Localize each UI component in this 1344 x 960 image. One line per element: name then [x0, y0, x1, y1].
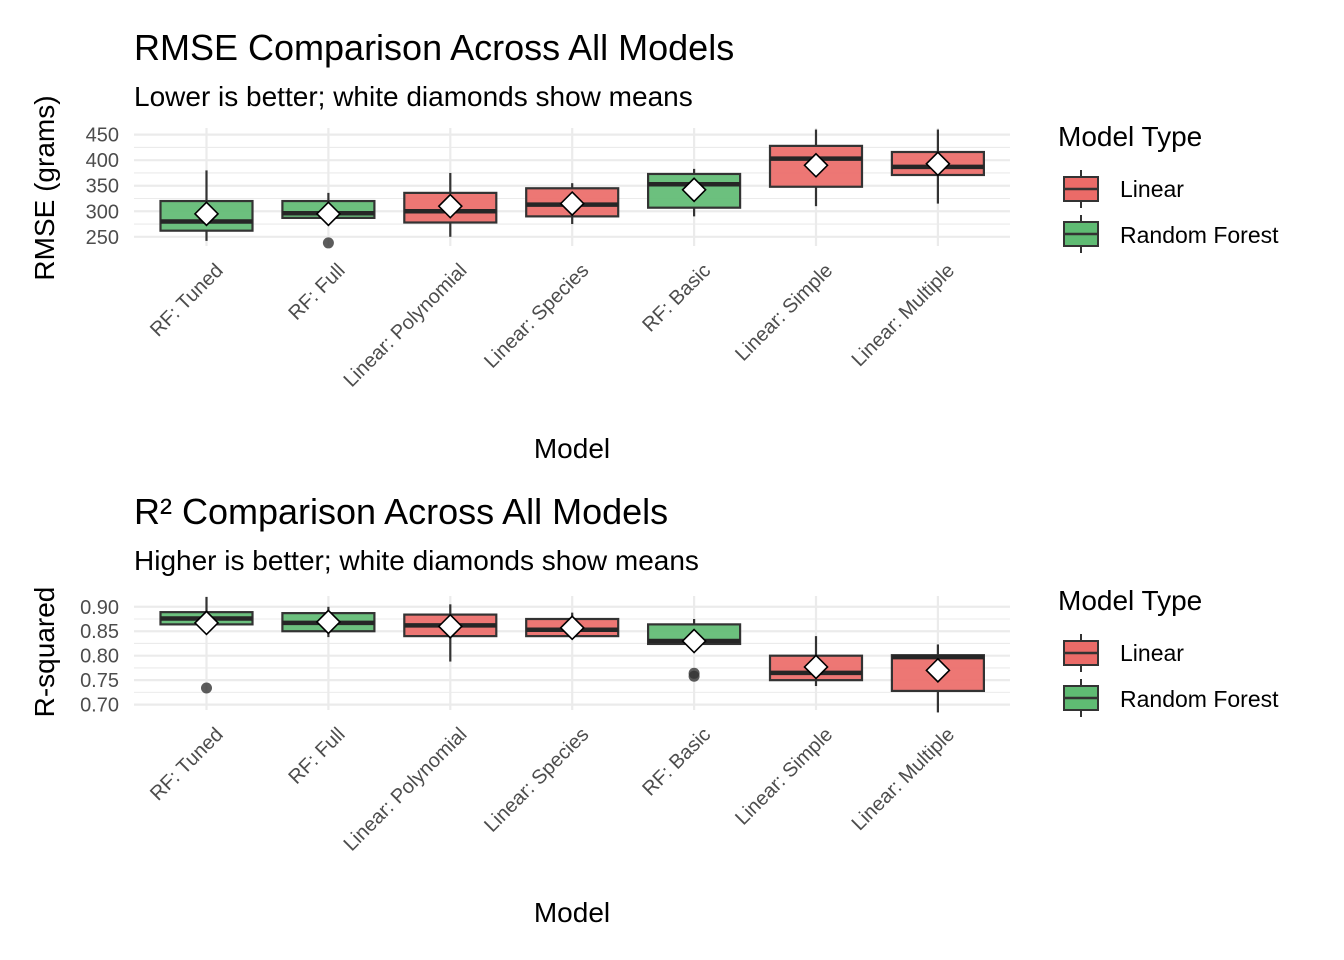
rsquared-x-tick-label-rf-full: RF: Full [284, 724, 349, 789]
rsquared-x-tick-label-rf-basic: RF: Basic [638, 724, 715, 801]
rmse-box-linear-species [525, 183, 620, 225]
rmse-x-tick-label-linear-species: Linear: Species [480, 260, 593, 373]
rmse-box-linear-simple [768, 129, 864, 207]
rmse-y-tick-label: 400 [86, 150, 119, 172]
rsquared-box-linear-simple [768, 636, 864, 687]
rmse-legend-key-linear [1063, 170, 1099, 208]
rmse-chart-title: RMSE Comparison Across All Models [134, 27, 734, 68]
rsquared-y-tick-label: 0.70 [80, 695, 119, 717]
rsquared-x-tick-label-linear-multiple: Linear: Multiple [848, 724, 959, 835]
rmse-x-tick-label-linear-simple: Linear: Simple [731, 260, 837, 366]
rsquared-chart-title: R² Comparison Across All Models [134, 491, 668, 532]
rsquared-box-rf-basic [646, 618, 742, 682]
rmse-y-tick-label: 300 [86, 201, 119, 223]
rmse-box-linear-multiple [890, 129, 986, 204]
rmse-y-axis-title: RMSE (grams) [29, 95, 60, 280]
rsquared-x-axis-title: Model [534, 897, 610, 928]
rsquared-box-rf-full [281, 606, 376, 638]
rmse-legend: Model Type Linear Random Forest [1058, 121, 1279, 253]
outlier-point [688, 667, 700, 679]
rsquared-legend-label-linear: Linear [1120, 640, 1184, 666]
rsquared-x-tick-label-linear-species: Linear: Species [480, 724, 593, 837]
rmse-y-tick-label: 350 [86, 176, 119, 198]
rmse-box-linear-polynomial [403, 172, 498, 237]
mean-diamond [559, 615, 585, 641]
rmse-y-tick-labels: 250 300 350 400 450 [86, 125, 119, 249]
mean-diamond [681, 628, 707, 654]
mean-diamond [925, 657, 951, 684]
rmse-y-tick-label: 450 [86, 125, 119, 147]
rmse-x-tick-label-linear-polynomial: Linear: Polynomial [340, 260, 472, 392]
rsquared-gridlines [134, 596, 1010, 710]
rmse-x-axis-title: Model [534, 433, 610, 464]
mean-diamond [193, 201, 220, 227]
rmse-box-rf-full [281, 192, 376, 249]
rmse-chart: RMSE Comparison Across All Models Lower … [29, 27, 1279, 464]
mean-diamond [193, 610, 220, 636]
mean-diamond [315, 609, 342, 635]
rmse-x-tick-label-rf-tuned: RF: Tuned [146, 260, 228, 342]
rmse-chart-subtitle: Lower is better; white diamonds show mea… [134, 81, 693, 112]
rmse-legend-key-random-forest [1063, 215, 1099, 253]
mean-diamond [681, 177, 707, 203]
rmse-x-tick-label-rf-full: RF: Full [284, 260, 349, 325]
rmse-legend-label-random-forest: Random Forest [1120, 222, 1279, 248]
rsquared-legend-key-linear [1063, 634, 1099, 672]
rmse-x-tick-label-linear-multiple: Linear: Multiple [848, 260, 959, 371]
mean-diamond [315, 201, 342, 227]
rsquared-chart: R² Comparison Across All Models Higher i… [29, 491, 1279, 928]
rmse-y-tick-label: 250 [86, 227, 119, 249]
rsquared-y-tick-label: 0.75 [80, 670, 119, 692]
rsquared-legend-key-random-forest [1063, 679, 1099, 717]
mean-diamond [437, 193, 463, 219]
rmse-x-tick-label-rf-basic: RF: Basic [638, 260, 715, 337]
rmse-box-rf-basic [646, 168, 742, 217]
rsquared-legend-title: Model Type [1058, 585, 1202, 616]
rsquared-legend: Model Type Linear Random Forest [1058, 585, 1279, 717]
rsquared-box-linear-polynomial [403, 604, 498, 662]
mean-diamond [803, 152, 829, 178]
rmse-legend-label-linear: Linear [1120, 176, 1184, 202]
rsquared-x-tick-label-linear-polynomial: Linear: Polynomial [340, 724, 472, 856]
rsquared-box-linear-multiple [890, 644, 986, 713]
mean-diamond [437, 613, 463, 639]
rsquared-chart-subtitle: Higher is better; white diamonds show me… [134, 545, 699, 576]
rsquared-y-tick-labels: 0.70 0.750.80 0.850.90 [80, 597, 119, 717]
rsquared-box-rf-tuned [159, 596, 254, 694]
rsquared-y-axis-title: R-squared [29, 587, 60, 718]
rsquared-boxes [159, 596, 986, 713]
rsquared-y-tick-label: 0.80 [80, 646, 119, 668]
rsquared-legend-label-random-forest: Random Forest [1120, 686, 1279, 712]
mean-diamond [559, 190, 585, 217]
rsquared-y-tick-label: 0.85 [80, 621, 119, 643]
rsquared-y-tick-label: 0.90 [80, 597, 119, 619]
rmse-legend-title: Model Type [1058, 121, 1202, 152]
outlier-point [201, 682, 212, 694]
rmse-boxes [159, 129, 986, 249]
rmse-box-rf-tuned [159, 170, 254, 241]
rsquared-x-tick-label-rf-tuned: RF: Tuned [146, 724, 228, 806]
rsquared-x-tick-label-linear-simple: Linear: Simple [731, 724, 837, 830]
outlier-point [322, 237, 334, 249]
mean-diamond [803, 654, 829, 680]
rsquared-box-linear-species [525, 612, 620, 641]
mean-diamond [925, 151, 951, 177]
